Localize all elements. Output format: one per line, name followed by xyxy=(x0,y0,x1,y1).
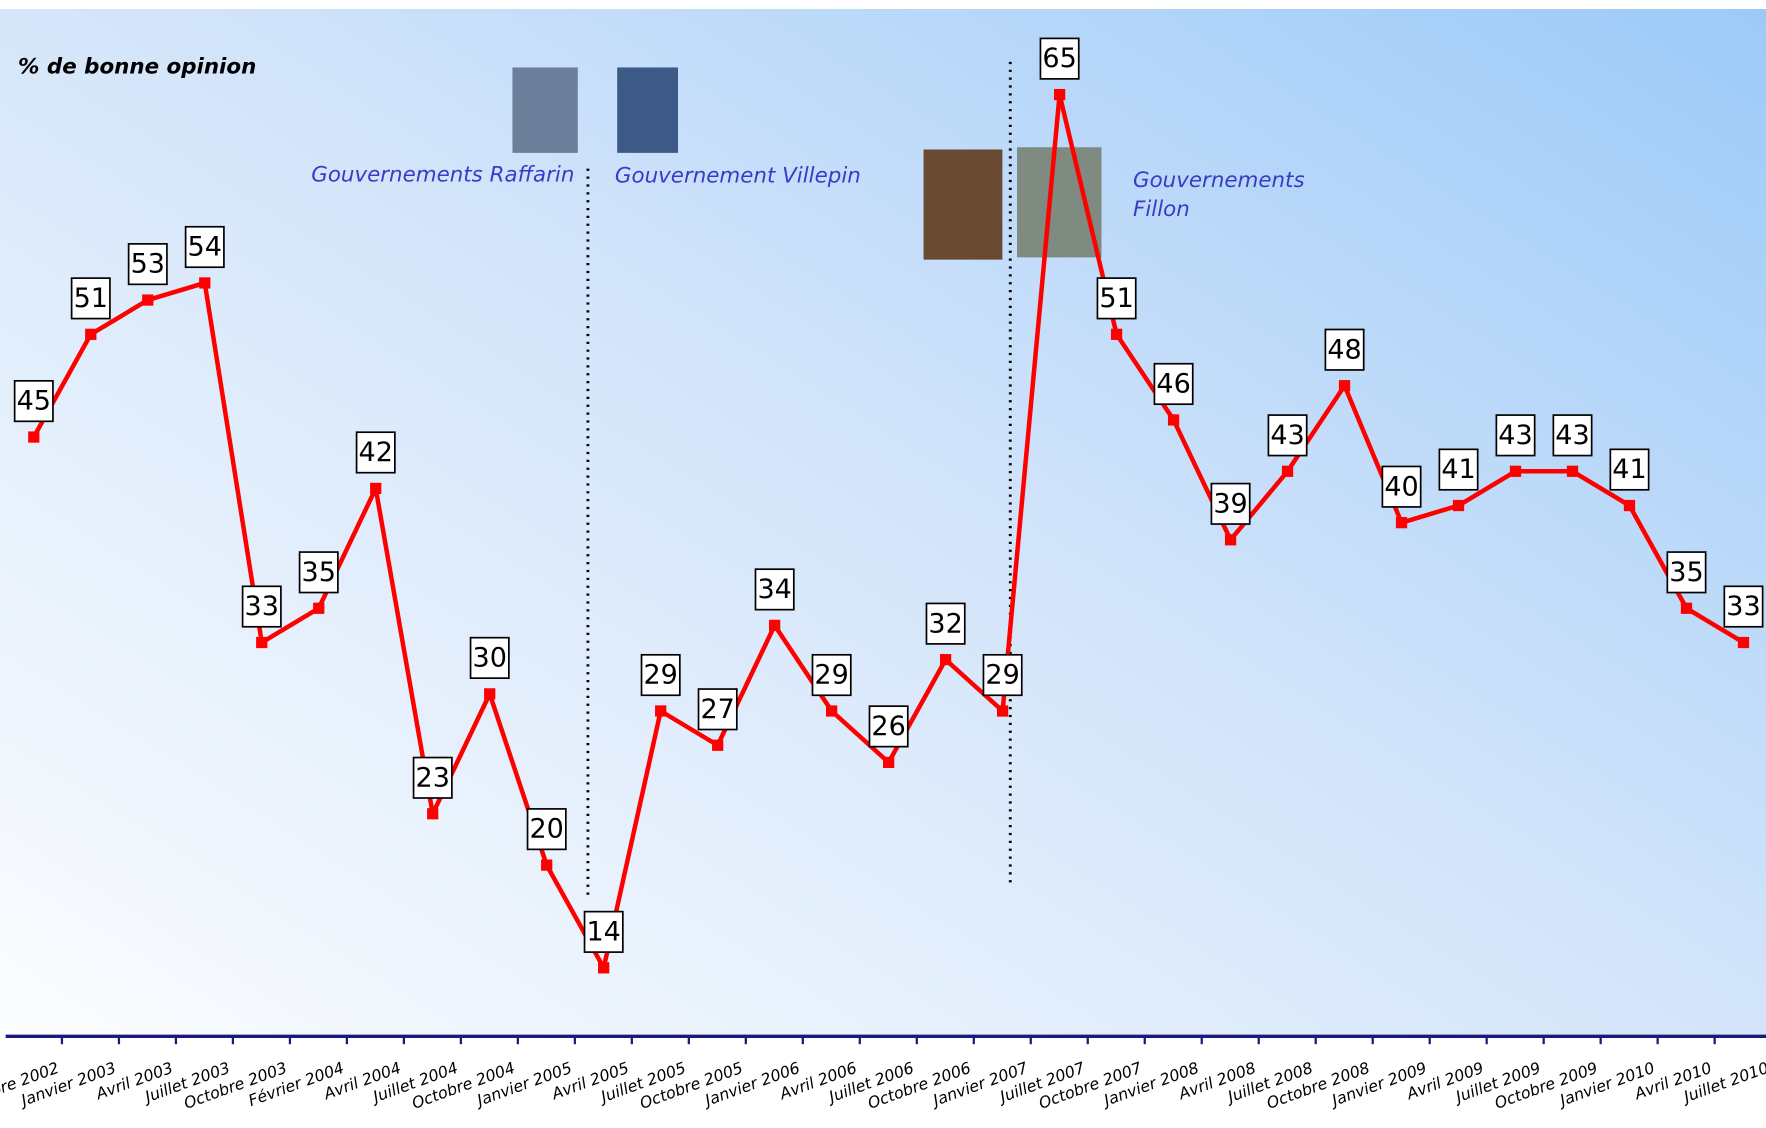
value-label: 39 xyxy=(1213,488,1247,519)
value-label: 45 xyxy=(17,386,51,417)
value-label: 41 xyxy=(1612,454,1646,485)
marker xyxy=(256,637,267,648)
value-label: 42 xyxy=(359,437,393,468)
value-label: 46 xyxy=(1156,369,1190,400)
marker xyxy=(769,620,780,631)
value-label: 20 xyxy=(529,814,563,845)
value-label: 23 xyxy=(416,762,450,793)
value-label: 48 xyxy=(1327,334,1361,365)
portrait xyxy=(512,67,577,152)
chart: % de bonne opinion Gouvernements Raffari… xyxy=(0,0,1766,1124)
marker xyxy=(1396,517,1407,528)
value-label: 35 xyxy=(1669,557,1703,588)
marker xyxy=(1567,466,1578,477)
value-label: 51 xyxy=(74,283,108,314)
value-label: 65 xyxy=(1042,43,1076,74)
value-label: 51 xyxy=(1099,283,1133,314)
marker xyxy=(199,277,210,288)
value-label: 29 xyxy=(985,660,1019,691)
value-label: 33 xyxy=(245,591,279,622)
value-label: 54 xyxy=(188,232,222,263)
annotation: Gouvernements Raffarin xyxy=(311,162,574,187)
marker xyxy=(1054,89,1065,100)
marker xyxy=(370,483,381,494)
subtitle: % de bonne opinion xyxy=(18,54,256,79)
value-label: 40 xyxy=(1384,471,1418,502)
background xyxy=(0,9,1766,1124)
marker xyxy=(1111,329,1122,340)
marker xyxy=(85,329,96,340)
value-label: 27 xyxy=(700,694,734,725)
marker xyxy=(484,688,495,699)
marker xyxy=(997,705,1008,716)
value-label: 43 xyxy=(1498,420,1532,451)
marker xyxy=(1681,603,1692,614)
value-label: 26 xyxy=(871,711,905,742)
marker xyxy=(598,962,609,973)
value-label: 14 xyxy=(586,917,620,948)
portrait xyxy=(617,67,678,152)
marker xyxy=(427,808,438,819)
value-label: 53 xyxy=(131,249,165,280)
annotation: Gouvernements xyxy=(1133,168,1305,193)
marker xyxy=(28,431,39,442)
marker xyxy=(1738,637,1749,648)
marker xyxy=(655,705,666,716)
marker xyxy=(142,294,153,305)
marker xyxy=(1282,466,1293,477)
value-label: 30 xyxy=(473,643,507,674)
value-label: 29 xyxy=(814,660,848,691)
value-label: 43 xyxy=(1270,420,1304,451)
annotation: Fillon xyxy=(1133,197,1190,222)
marker xyxy=(826,705,837,716)
page: {"chart_data": {"type": "line", "subtitl… xyxy=(0,0,1766,1124)
marker xyxy=(1453,500,1464,511)
value-label: 43 xyxy=(1555,420,1589,451)
value-label: 33 xyxy=(1726,591,1760,622)
marker xyxy=(1624,500,1635,511)
value-label: 32 xyxy=(928,608,962,639)
marker xyxy=(1339,380,1350,391)
marker xyxy=(313,603,324,614)
marker xyxy=(1225,534,1236,545)
marker xyxy=(940,654,951,665)
marker xyxy=(1510,466,1521,477)
value-label: 35 xyxy=(302,557,336,588)
portrait xyxy=(1017,147,1101,257)
portrait xyxy=(924,149,1003,259)
value-label: 34 xyxy=(757,574,791,605)
marker xyxy=(541,859,552,870)
marker xyxy=(1168,414,1179,425)
annotation: Gouvernement Villepin xyxy=(615,163,861,188)
marker xyxy=(883,757,894,768)
value-label: 41 xyxy=(1441,454,1475,485)
value-label: 29 xyxy=(643,660,677,691)
marker xyxy=(712,740,723,751)
